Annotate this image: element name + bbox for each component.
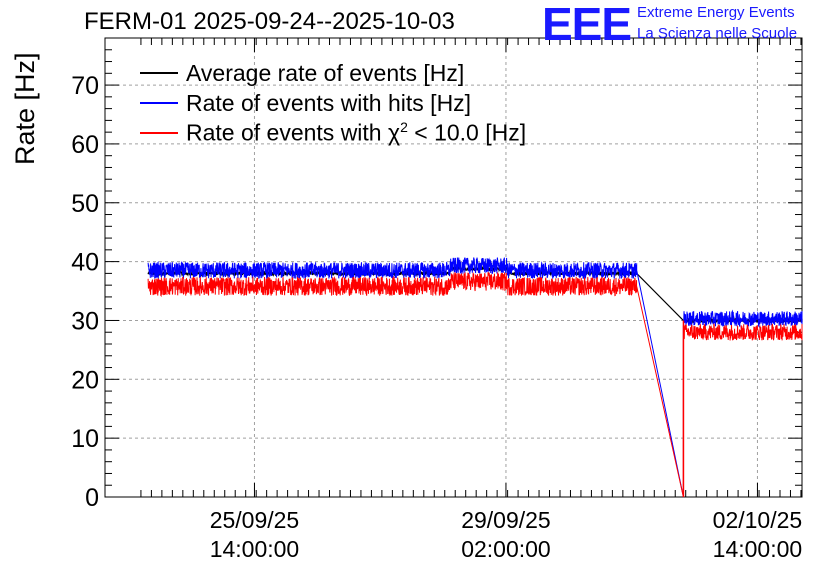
legend: Average rate of events [Hz] Rate of even… (140, 58, 526, 148)
legend-item-average: Average rate of events [Hz] (140, 58, 526, 88)
legend-item-hits: Rate of events with hits [Hz] (140, 88, 526, 118)
legend-swatch-chi2 (140, 132, 178, 134)
x-tick-label: 29/09/25 02:00:00 (461, 507, 551, 562)
plot-frame (104, 37, 803, 498)
y-tick-label: 40 (71, 249, 99, 277)
legend-swatch-hits (140, 102, 178, 104)
legend-label-average: Average rate of events [Hz] (186, 59, 465, 86)
series-line-1 (147, 257, 803, 498)
legend-label-chi2-prefix: Rate of events with χ (186, 119, 401, 146)
legend-label-chi2: Rate of events with χ2 < 10.0 [Hz] (186, 119, 526, 147)
y-tick-label: 20 (71, 366, 99, 394)
series-line-2 (147, 271, 803, 498)
eee-logo-line2: La Scienza nelle Scuole (637, 25, 798, 42)
y-tick-label: 60 (71, 131, 99, 159)
eee-logo-mark: EEE (542, 0, 632, 50)
y-tick-label: 50 (71, 190, 99, 218)
legend-swatch-average (140, 72, 178, 74)
chart-title: FERM-01 2025-09-24--2025-10-03 (84, 8, 455, 35)
y-tick-label: 70 (71, 72, 99, 100)
y-tick-label: 0 (85, 484, 99, 512)
x-tick-label: 02/10/25 14:00:00 (712, 507, 803, 562)
legend-item-chi2: Rate of events with χ2 < 10.0 [Hz] (140, 118, 526, 148)
y-axis-label: Rate [Hz] (10, 52, 40, 165)
y-tick-label: 10 (71, 425, 99, 453)
y-tick-label: 30 (71, 307, 99, 335)
legend-label-chi2-sup: 2 (400, 119, 408, 136)
legend-label-chi2-suffix: < 10.0 [Hz] (407, 119, 527, 146)
legend-label-hits: Rate of events with hits [Hz] (186, 89, 472, 116)
x-tick-label: 25/09/25 14:00:00 (209, 507, 300, 562)
eee-logo-line1: Extreme Energy Events (637, 4, 795, 21)
